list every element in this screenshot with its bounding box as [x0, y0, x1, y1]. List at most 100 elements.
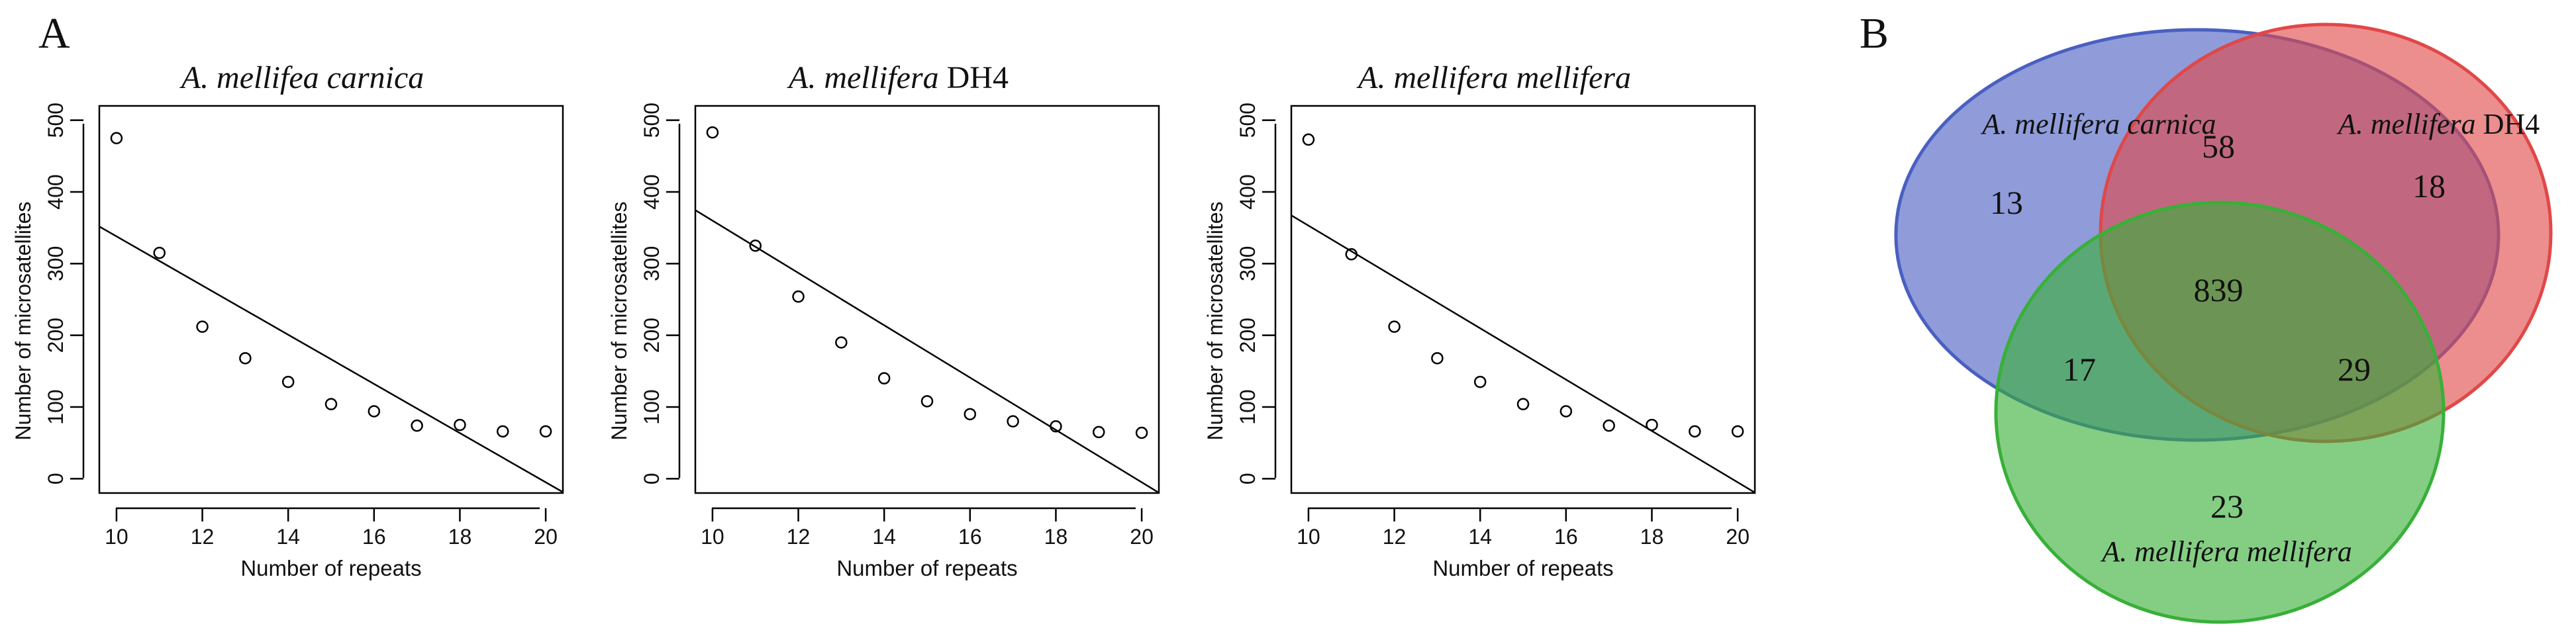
- x-axis-label: Number of repeats: [836, 556, 1017, 580]
- x-ticks: 10 12 14 16 18 20: [701, 508, 1154, 549]
- data-point: [920, 395, 934, 408]
- x-tick-label: 14: [1468, 525, 1492, 549]
- x-tick-label: 16: [958, 525, 982, 549]
- scatter-plot-mellifera: A. mellifera mellifera Number of microsa…: [1203, 60, 1756, 580]
- y-ticks: 0 100 200 300 400 500: [640, 103, 679, 484]
- data-point: [1473, 375, 1487, 388]
- data-point: [706, 126, 719, 139]
- venn-label-dh4: A. mellifera DH4: [2336, 108, 2540, 140]
- data-point: [324, 398, 338, 410]
- y-tick-label: 500: [640, 103, 664, 138]
- data-point: [281, 375, 295, 388]
- data-point: [964, 408, 977, 421]
- plot-frame: [694, 105, 1160, 494]
- plot-title: A. mellifera DH4: [787, 60, 1009, 95]
- y-tick-label: 300: [44, 246, 68, 281]
- y-tick-label: 300: [1236, 246, 1260, 281]
- y-tick-label: 400: [640, 174, 664, 209]
- y-ticks: 0 100 200 300 400 500: [1236, 103, 1275, 484]
- y-tick-label: 400: [44, 174, 68, 209]
- data-point: [1007, 415, 1019, 428]
- x-tick-label: 12: [191, 525, 215, 549]
- y-tick-label: 100: [44, 389, 68, 424]
- y-tick-label: 200: [1236, 318, 1260, 353]
- y-tick-label: 200: [44, 318, 68, 353]
- venn-count-mellifera-only: 23: [2210, 488, 2244, 525]
- y-tick-label: 400: [1236, 174, 1260, 209]
- x-tick-label: 20: [1130, 525, 1154, 549]
- fit-line: [99, 226, 564, 493]
- scatter-plot-dh4: A. mellifera DH4 Number of microsatellit…: [607, 60, 1160, 580]
- y-tick-label: 500: [44, 103, 68, 138]
- x-ticks: 10 12 14 16 18 20: [105, 508, 558, 549]
- y-tick-label: 500: [1236, 103, 1260, 138]
- data-point: [1731, 425, 1744, 438]
- data-point: [877, 372, 891, 384]
- x-tick-label: 18: [448, 525, 472, 549]
- data-point: [368, 405, 381, 418]
- plot-title: A. mellifea carnica: [179, 60, 424, 95]
- venn-label-carnica: A. mellifera carnica: [1980, 108, 2216, 140]
- venn-count-all-three: 839: [2194, 271, 2244, 308]
- data-points: [706, 126, 1148, 439]
- data-point: [1135, 426, 1148, 439]
- venn-circle-mellifera: [1994, 201, 2446, 624]
- data-point: [110, 132, 123, 144]
- data-point: [1560, 405, 1573, 418]
- data-point: [239, 352, 252, 365]
- data-point: [1603, 419, 1615, 432]
- venn-count-carnica-only: 13: [1990, 184, 2023, 221]
- data-point: [1516, 398, 1530, 410]
- data-points: [1302, 133, 1744, 438]
- venn-count-carnica-mellifera: 17: [2063, 351, 2096, 388]
- x-tick-label: 18: [1640, 525, 1664, 549]
- y-tick-label: 0: [1236, 473, 1260, 484]
- y-tick-label: 0: [44, 473, 68, 484]
- data-point: [1689, 425, 1701, 438]
- data-point: [835, 336, 848, 349]
- x-tick-label: 20: [1726, 525, 1750, 549]
- panel-label-a: A: [38, 9, 70, 58]
- x-tick-label: 20: [534, 525, 558, 549]
- data-point: [749, 240, 762, 252]
- data-point: [1388, 320, 1401, 333]
- y-ticks: 0 100 200 300 400 500: [44, 103, 83, 484]
- venn-count-dh4-mellifera: 29: [2338, 351, 2371, 388]
- x-tick-label: 14: [276, 525, 300, 549]
- x-tick-label: 10: [1297, 525, 1320, 549]
- data-point: [454, 418, 466, 431]
- fit-line: [1291, 214, 1756, 494]
- venn-diagram: A. mellifera carnica A. mellifera DH4 A.…: [1894, 23, 2553, 624]
- scatter-plot-carnica: A. mellifea carnica Number of microsatel…: [11, 60, 564, 580]
- x-ticks: 10 12 14 16 18 20: [1297, 508, 1750, 549]
- venn-label-mellifera: A. mellifera mellifera: [2100, 535, 2352, 568]
- x-tick-label: 14: [872, 525, 896, 549]
- x-tick-label: 16: [1554, 525, 1578, 549]
- data-point: [1302, 133, 1315, 146]
- y-tick-label: 200: [640, 318, 664, 353]
- x-tick-label: 12: [787, 525, 811, 549]
- plot-frame: [98, 105, 564, 494]
- y-tick-label: 300: [640, 246, 664, 281]
- x-tick-label: 18: [1044, 525, 1068, 549]
- data-point: [1093, 426, 1105, 439]
- data-point: [196, 320, 209, 333]
- data-point: [539, 425, 552, 438]
- data-point: [1431, 352, 1444, 365]
- data-point: [497, 425, 509, 438]
- y-tick-label: 100: [640, 389, 664, 424]
- x-tick-label: 10: [701, 525, 724, 549]
- plot-title: A. mellifera mellifera: [1356, 60, 1631, 95]
- panel-label-b: B: [1859, 9, 1889, 58]
- y-tick-label: 100: [1236, 389, 1260, 424]
- data-point: [792, 290, 805, 303]
- venn-count-dh4-only: 18: [2412, 167, 2446, 204]
- plot-frame: [1290, 105, 1756, 494]
- data-points: [110, 132, 552, 438]
- venn-count-carnica-dh4: 58: [2202, 128, 2235, 165]
- x-axis-label: Number of repeats: [1432, 556, 1613, 580]
- data-point: [411, 419, 423, 432]
- x-tick-label: 10: [105, 525, 128, 549]
- y-axis-label: Number of microsatellites: [11, 202, 35, 441]
